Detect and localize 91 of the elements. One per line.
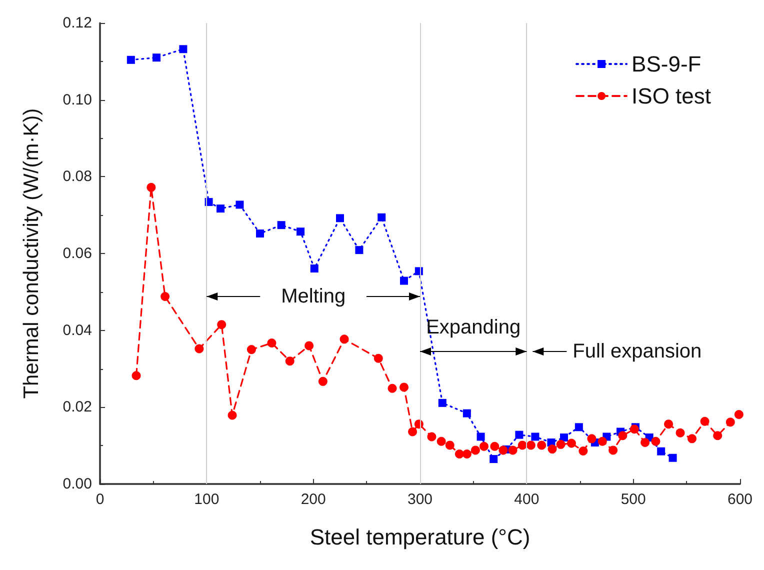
- annotation: Full expansion: [572, 340, 702, 362]
- point: [537, 440, 546, 450]
- point: [216, 204, 225, 213]
- point: [378, 213, 386, 222]
- point: [688, 434, 696, 444]
- point: [146, 182, 156, 192]
- point: [726, 418, 735, 427]
- annotation: Melting: [281, 286, 346, 308]
- point: [228, 410, 237, 420]
- point: [304, 341, 314, 350]
- point: [518, 440, 527, 450]
- x-tick-label: 500: [620, 491, 646, 508]
- point: [179, 45, 188, 54]
- point: [526, 440, 536, 450]
- point: [476, 432, 485, 441]
- y-tick-label: 0.02: [62, 398, 92, 416]
- point: [587, 434, 596, 444]
- point: [236, 200, 244, 209]
- point: [217, 320, 226, 330]
- point: [436, 436, 446, 446]
- point: [480, 442, 488, 451]
- x-tick-label: 400: [514, 491, 540, 508]
- point: [598, 436, 607, 446]
- point: [608, 446, 618, 455]
- x-tick-label: 200: [300, 491, 326, 508]
- point: [490, 455, 498, 464]
- point: [285, 356, 294, 366]
- point: [508, 446, 518, 455]
- point: [277, 221, 286, 230]
- point: [734, 410, 744, 419]
- point: [676, 428, 685, 438]
- point: [531, 432, 540, 441]
- point: [713, 431, 722, 440]
- y-tick-label: 0.04: [62, 322, 92, 339]
- point: [438, 398, 446, 407]
- y-tick-label: 0.06: [62, 245, 92, 262]
- x-tick-label: 600: [727, 491, 753, 508]
- x-tick-label: 0: [96, 491, 104, 508]
- point: [668, 454, 677, 462]
- point: [556, 440, 566, 449]
- point: [490, 442, 500, 451]
- point: [256, 230, 264, 238]
- point: [578, 446, 588, 456]
- point: [640, 438, 650, 448]
- point: [498, 446, 508, 455]
- point: [548, 444, 557, 454]
- legend-label: ISO test: [632, 84, 712, 108]
- annotation: Expanding: [426, 316, 521, 338]
- point: [246, 345, 256, 354]
- point: [160, 292, 170, 302]
- point: [515, 430, 524, 439]
- point: [445, 440, 454, 450]
- y-tick-label: 0.00: [62, 476, 92, 492]
- point: [400, 276, 408, 285]
- x-tick-label: 300: [407, 491, 433, 508]
- point: [462, 450, 472, 459]
- point: [566, 438, 576, 448]
- point: [126, 56, 135, 64]
- x-axis-title: Steel temperature (°C): [310, 524, 530, 550]
- y-axis-title: Thermal conductivity (W/(m·K)): [20, 108, 43, 399]
- y-tick-label: 0.12: [62, 14, 92, 32]
- point: [427, 432, 436, 442]
- point: [152, 54, 161, 62]
- point: [574, 423, 583, 432]
- point: [560, 434, 568, 442]
- y-tick-label: 0.10: [62, 91, 92, 108]
- point: [355, 246, 364, 254]
- point: [388, 384, 397, 393]
- point: [336, 214, 344, 222]
- point: [400, 382, 408, 392]
- point: [462, 409, 471, 418]
- point: [630, 424, 639, 434]
- point: [310, 264, 318, 272]
- point: [470, 446, 480, 455]
- point: [618, 431, 628, 440]
- point: [651, 436, 660, 446]
- point: [664, 420, 674, 429]
- point: [657, 447, 666, 456]
- point: [454, 450, 464, 459]
- point: [296, 228, 305, 236]
- point: [132, 371, 141, 380]
- point: [194, 344, 204, 354]
- point: [700, 416, 710, 426]
- point: [267, 338, 276, 348]
- point: [374, 354, 383, 363]
- point: [318, 376, 328, 386]
- legend-label: BS-9-F: [632, 52, 702, 76]
- x-tick-label: 100: [194, 491, 220, 508]
- point: [340, 334, 349, 344]
- point: [408, 427, 418, 436]
- y-tick-label: 0.08: [62, 168, 92, 186]
